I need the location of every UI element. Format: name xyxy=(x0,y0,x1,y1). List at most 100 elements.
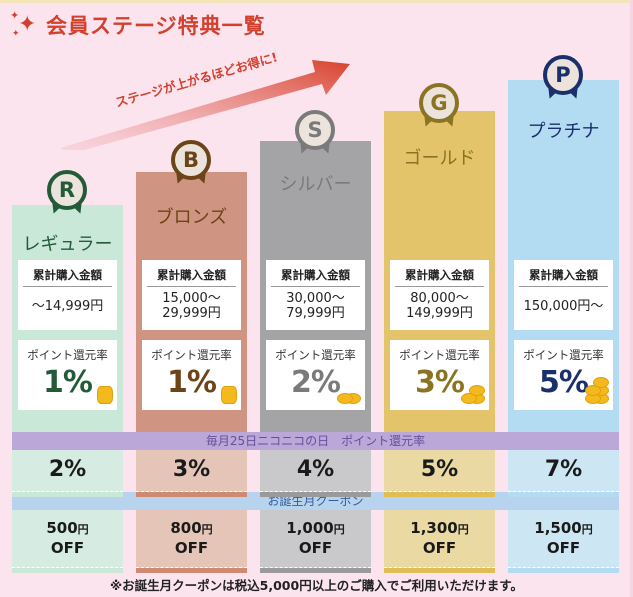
birthday-coupon-silver: 1,000円 OFF xyxy=(260,510,371,573)
medal-icon-bronze: B xyxy=(168,140,214,196)
nikoniko-rate-value: 3% xyxy=(172,457,211,482)
tier-column-regular: レギュラー 累計購入金額 ～14,999円 ポイント還元率 1% xyxy=(12,205,123,432)
page-title: 会員ステージ特典一覧 xyxy=(46,14,266,38)
purchase-label: 累計購入金額 xyxy=(147,260,236,287)
coupon-amount: 1,300 xyxy=(410,519,458,537)
nikoniko-rate-value: 2% xyxy=(48,457,87,482)
medal-letter: B xyxy=(171,140,211,180)
purchase-label: 累計購入金額 xyxy=(395,260,484,287)
point-rate-box: ポイント還元率 1% xyxy=(18,340,117,410)
purchase-amount-box: 累計購入金額 150,000円～ xyxy=(514,260,613,330)
tier-name: シルバー xyxy=(279,174,352,195)
stage-up-arrow: ステージが上がるほどお得に! xyxy=(40,40,370,154)
purchase-label: 累計購入金額 xyxy=(271,260,360,287)
nikoniko-rate-bronze: 3% xyxy=(136,450,247,497)
birthday-coupon-platinum: 1,500円 OFF xyxy=(508,510,619,573)
coupon-off: OFF xyxy=(422,539,457,557)
footnote: ※お誕生月クーポンは税込5,000円以上のご購入でご利用いただけます。 xyxy=(110,578,523,593)
point-rate-label: ポイント還元率 xyxy=(151,348,232,362)
coins-icon xyxy=(337,368,361,404)
point-rate-value: 1% xyxy=(43,365,93,400)
medal-icon-regular: R xyxy=(44,170,90,226)
purchase-amount: 150,000円～ xyxy=(514,299,613,314)
purchase-amount-box: 累計購入金額 ～14,999円 xyxy=(18,260,117,330)
nikoniko-band: 毎月25日ニコニコの日 ポイント還元率 xyxy=(12,432,619,450)
purchase-amount-line2: 79,999円 xyxy=(286,306,345,321)
purchase-amount-line1: 30,000～ xyxy=(286,291,345,306)
point-rate-label: ポイント還元率 xyxy=(27,348,108,362)
coupon-unit: 円 xyxy=(77,523,89,536)
point-rate-label: ポイント還元率 xyxy=(523,348,604,362)
purchase-amount: 80,000～ 149,999円 xyxy=(390,291,489,321)
coupon-off: OFF xyxy=(298,539,333,557)
purchase-amount: 15,000～ 29,999円 xyxy=(142,291,241,321)
medal-letter: R xyxy=(47,170,87,210)
birthday-coupon-regular: 500円 OFF xyxy=(12,510,123,573)
coins-icon xyxy=(91,368,113,404)
coupon-unit: 円 xyxy=(581,523,593,536)
coupon-amount: 1,500 xyxy=(534,519,582,537)
birthday-coupon-bronze: 800円 OFF xyxy=(136,510,247,573)
nikoniko-rate-value: 4% xyxy=(296,457,335,482)
purchase-amount: ～14,999円 xyxy=(18,299,117,314)
purchase-amount: 30,000～ 79,999円 xyxy=(266,291,365,321)
medal-letter: P xyxy=(543,55,583,95)
point-rate-box: ポイント還元率 3% xyxy=(390,340,489,410)
coupon-unit: 円 xyxy=(457,523,469,536)
nikoniko-rate-regular: 2% xyxy=(12,450,123,497)
page-header: ✦ ✦ ✦ 会員ステージ特典一覧 xyxy=(8,8,266,42)
coins-icon xyxy=(585,368,609,404)
sparkle-icon: ✦ ✦ ✦ xyxy=(10,9,37,39)
point-rate-label: ポイント還元率 xyxy=(275,348,356,362)
tier-column-bronze: ブロンズ 累計購入金額 15,000～ 29,999円 ポイント還元率 1% xyxy=(136,172,247,432)
coupon-amount: 500 xyxy=(46,519,78,537)
coupon-unit: 円 xyxy=(201,523,213,536)
coupon-off: OFF xyxy=(546,539,581,557)
purchase-label: 累計購入金額 xyxy=(519,260,608,287)
arrow-icon xyxy=(60,60,350,154)
purchase-amount-line2: 29,999円 xyxy=(162,306,221,321)
birthday-coupon-gold: 1,300円 OFF xyxy=(384,510,495,573)
medal-icon-platinum: P xyxy=(540,55,586,111)
tier-name: プラチナ xyxy=(527,121,600,142)
point-rate-box: ポイント還元率 1% xyxy=(142,340,241,410)
medal-icon-silver: S xyxy=(292,110,338,166)
purchase-amount-line1: 80,000～ xyxy=(410,291,469,306)
purchase-amount-box: 累計購入金額 80,000～ 149,999円 xyxy=(390,260,489,330)
point-rate-box: ポイント還元率 2% xyxy=(266,340,365,410)
top-decor-strip xyxy=(0,0,633,3)
purchase-amount-line1: ～14,999円 xyxy=(31,299,104,314)
nikoniko-rate-value: 5% xyxy=(420,457,459,482)
coins-icon xyxy=(215,368,237,404)
purchase-amount-line1: 150,000円～ xyxy=(523,299,604,314)
nikoniko-rate-gold: 5% xyxy=(384,450,495,497)
purchase-amount-box: 累計購入金額 15,000～ 29,999円 xyxy=(142,260,241,330)
tier-name: レギュラー xyxy=(22,234,113,255)
point-rate-value: 1% xyxy=(167,365,217,400)
coupon-off: OFF xyxy=(50,539,85,557)
tier-name: ブロンズ xyxy=(155,207,228,228)
purchase-amount-box: 累計購入金額 30,000～ 79,999円 xyxy=(266,260,365,330)
coins-icon xyxy=(461,368,485,404)
point-rate-value: 5% xyxy=(539,365,589,400)
purchase-amount-line1: 15,000～ xyxy=(162,291,221,306)
point-rate-value: 2% xyxy=(291,365,341,400)
purchase-amount-line2: 149,999円 xyxy=(406,306,473,321)
point-rate-box: ポイント還元率 5% xyxy=(514,340,613,410)
medal-letter: G xyxy=(419,83,459,123)
point-rate-label: ポイント還元率 xyxy=(399,348,480,362)
medal-letter: S xyxy=(295,110,335,150)
nikoniko-rate-value: 7% xyxy=(544,457,583,482)
medal-icon-gold: G xyxy=(416,83,462,139)
coupon-amount: 800 xyxy=(170,519,202,537)
tier-column-platinum: プラチナ 累計購入金額 150,000円～ ポイント還元率 5% xyxy=(508,80,619,432)
coupon-off: OFF xyxy=(174,539,209,557)
point-rate-value: 3% xyxy=(415,365,465,400)
nikoniko-rate-platinum: 7% xyxy=(508,450,619,497)
coupon-unit: 円 xyxy=(333,523,345,536)
coupon-amount: 1,000 xyxy=(286,519,334,537)
purchase-label: 累計購入金額 xyxy=(23,260,112,287)
right-edge-strip xyxy=(630,0,633,597)
tier-column-gold: ゴールド 累計購入金額 80,000～ 149,999円 ポイント還元率 3% xyxy=(384,111,495,432)
tier-column-silver: シルバー 累計購入金額 30,000～ 79,999円 ポイント還元率 2% xyxy=(260,141,371,432)
